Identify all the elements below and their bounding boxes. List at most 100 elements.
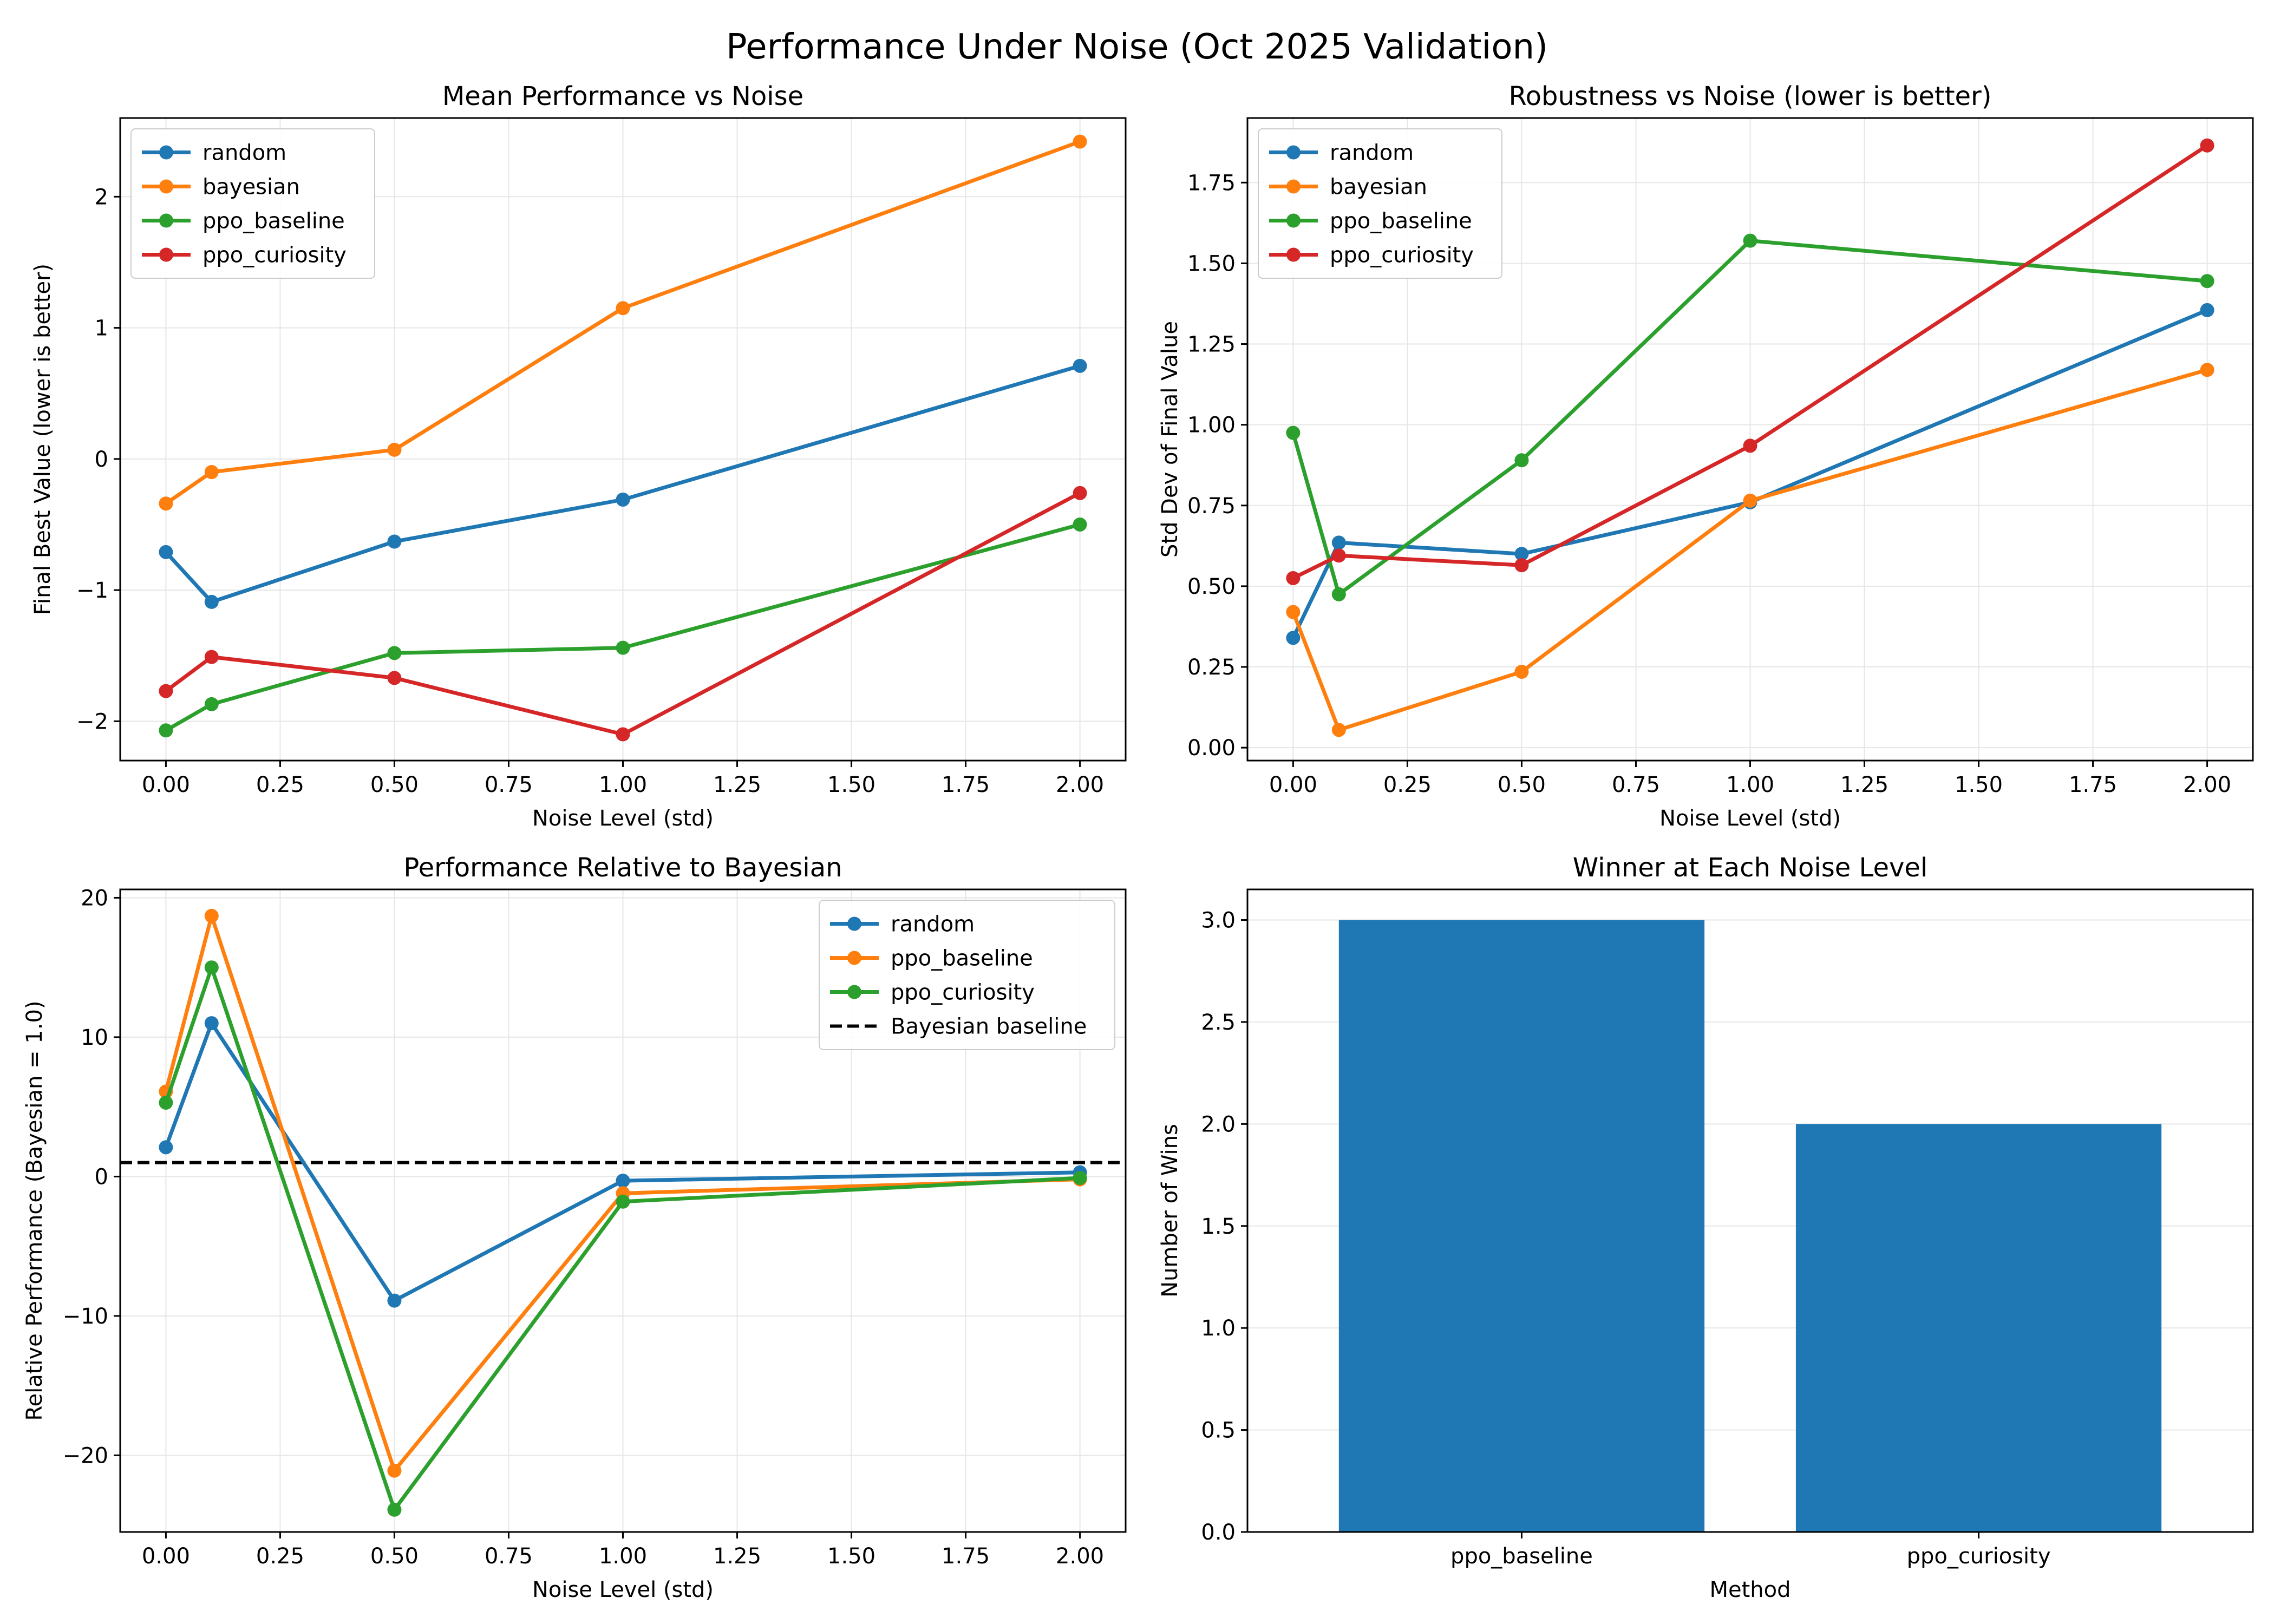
series-ppo_curiosity: [159, 960, 1087, 1517]
legend-marker: [847, 985, 861, 999]
y-tick-label: 1.0: [1201, 1316, 1236, 1341]
data-point-ppo_baseline: [1514, 453, 1529, 468]
legend-label: ppo_curiosity: [891, 980, 1035, 1005]
y-tick-label: −2: [76, 709, 108, 734]
data-point-random: [387, 1293, 402, 1308]
chart-title: Mean Performance vs Noise: [442, 81, 803, 112]
x-axis-label: Noise Level (std): [532, 806, 714, 831]
y-axis-label: Std Dev of Final Value: [1158, 321, 1182, 558]
legend-box: [819, 900, 1115, 1050]
data-point-ppo_curiosity: [1743, 438, 1757, 453]
data-point-bayesian: [1286, 605, 1301, 619]
legend-label: Bayesian baseline: [891, 1014, 1087, 1039]
legend-marker: [847, 916, 861, 931]
data-point-ppo_curiosity: [616, 1194, 630, 1209]
y-tick-label: 0: [95, 1164, 108, 1189]
legend: random bayesian ppo_baseline ppo_curiosity: [1258, 128, 1502, 279]
x-tick-label: 0.75: [1612, 772, 1660, 797]
x-tick-label: 0.50: [370, 772, 419, 797]
data-point-bayesian: [1743, 493, 1757, 508]
data-point-bayesian: [616, 301, 630, 316]
chart-panel-4: ppo_baseline ppo_curiosity 0.0 0.5 1.0 1.5 2.0…: [1158, 853, 2254, 1602]
bar-ppo_curiosity: [1795, 1124, 2162, 1532]
legend-marker: [159, 145, 173, 160]
data-point-random: [1514, 547, 1529, 561]
x-tick-label: 1.75: [942, 1544, 990, 1569]
y-tick-label: 1.50: [1187, 251, 1236, 276]
y-tick-label: 0.0: [1201, 1520, 1236, 1545]
data-point-bayesian: [204, 465, 219, 480]
legend-label: random: [891, 912, 975, 937]
y-axis-label: Number of Wins: [1158, 1124, 1182, 1298]
data-point-ppo_curiosity: [616, 727, 630, 742]
y-tick-label: −1: [76, 578, 108, 603]
legend: random ppo_baseline ppo_curiosity Bayesian …: [819, 900, 1115, 1050]
x-tick-label: ppo_curiosity: [1907, 1544, 2051, 1569]
x-tick-label: 1.25: [1840, 772, 1889, 797]
data-point-random: [2200, 303, 2214, 317]
legend-marker: [159, 213, 173, 228]
figure-title: Performance Under Noise (Oct 2025 Valida…: [726, 27, 1548, 67]
x-tick-label: 1.00: [1726, 772, 1774, 797]
data-point-ppo_baseline: [159, 723, 173, 738]
legend-label: ppo_baseline: [891, 946, 1033, 971]
series-ppo_baseline: [1286, 233, 2214, 601]
y-tick-label: 0.50: [1187, 574, 1236, 599]
data-point-bayesian: [1514, 664, 1529, 679]
data-point-bayesian: [159, 496, 173, 511]
x-tick-label: 0.25: [256, 772, 304, 797]
series-bayesian: [1286, 363, 2214, 737]
y-tick-label: 20: [81, 886, 108, 911]
y-tick-label: 0: [95, 447, 108, 472]
data-point-ppo_curiosity: [159, 684, 173, 698]
series-random: [159, 358, 1087, 609]
legend-marker: [1286, 179, 1301, 194]
x-axis-label: Noise Level (std): [1659, 806, 1841, 831]
legend-marker: [847, 951, 861, 965]
data-point-ppo_curiosity: [1073, 1170, 1087, 1185]
x-tick-label: 0.00: [142, 1544, 190, 1569]
y-tick-label: 2.5: [1201, 1010, 1236, 1035]
data-point-random: [204, 594, 219, 609]
x-tick-label: 1.25: [713, 772, 761, 797]
x-tick-label: 0.75: [485, 1544, 533, 1569]
y-tick-label: 1: [95, 316, 108, 341]
legend-label: bayesian: [202, 175, 300, 200]
x-tick-label: 0.25: [1383, 772, 1432, 797]
data-point-random: [387, 534, 402, 549]
data-point-ppo_baseline: [387, 646, 402, 660]
y-tick-label: 3.0: [1201, 908, 1236, 933]
data-point-random: [204, 1016, 219, 1031]
data-point-ppo_baseline: [1331, 587, 1346, 601]
legend-marker: [1286, 145, 1301, 160]
data-point-random: [1286, 631, 1301, 645]
legend-label: random: [1330, 141, 1414, 166]
x-tick-label: 1.50: [827, 772, 875, 797]
x-tick-label: 1.00: [599, 772, 647, 797]
legend-marker: [1286, 213, 1301, 228]
y-tick-label: 1.00: [1187, 413, 1236, 438]
y-tick-label: 0.00: [1187, 736, 1236, 761]
legend-box: [1258, 128, 1502, 279]
y-tick-label: 1.5: [1201, 1214, 1236, 1239]
x-tick-label: 2.00: [1056, 1544, 1104, 1569]
legend-marker: [159, 179, 173, 194]
data-point-bayesian: [1331, 723, 1346, 737]
x-tick-label: 0.75: [485, 772, 533, 797]
series-ppo_curiosity: [159, 486, 1087, 742]
legend: random bayesian ppo_baseline ppo_curiosity: [130, 128, 375, 279]
y-tick-label: 0.5: [1201, 1418, 1236, 1443]
data-point-ppo_baseline: [387, 1463, 402, 1478]
x-axis-label: Method: [1709, 1577, 1791, 1602]
data-point-random: [159, 545, 173, 559]
x-tick-label: 0.50: [1498, 772, 1546, 797]
chart-panel-3: 0.00 0.25 0.50 0.75 1.00 1.25 1.50 1.75 2.00 −20 −…: [22, 853, 1127, 1602]
data-point-bayesian: [2200, 363, 2214, 377]
y-axis-label: Relative Performance (Bayesian = 1.0): [22, 1000, 47, 1420]
legend-box: [130, 128, 375, 279]
x-tick-label: 2.00: [2183, 772, 2231, 797]
x-tick-label: 2.00: [1056, 772, 1104, 797]
x-tick-label: 0.50: [370, 1544, 419, 1569]
y-tick-label: −10: [63, 1304, 108, 1329]
chart-panel-2: 0.00 0.25 0.50 0.75 1.00 1.25 1.50 1.75 2.00 0.00…: [1158, 81, 2254, 831]
